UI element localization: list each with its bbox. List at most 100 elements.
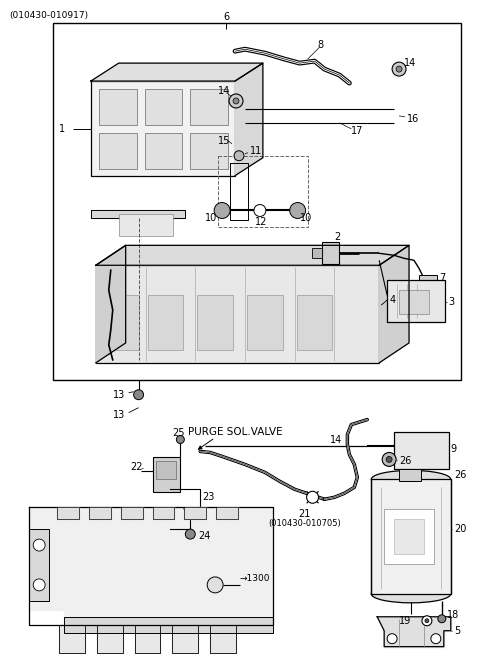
Text: 26: 26 bbox=[454, 470, 466, 480]
Text: 21: 21 bbox=[299, 509, 311, 519]
Polygon shape bbox=[235, 63, 263, 176]
Polygon shape bbox=[210, 625, 236, 652]
Bar bbox=[197, 295, 233, 350]
Polygon shape bbox=[379, 246, 409, 363]
Bar bbox=[53, 24, 461, 380]
Circle shape bbox=[425, 619, 429, 623]
Text: 14: 14 bbox=[329, 434, 342, 445]
Bar bbox=[399, 470, 421, 481]
Text: 1: 1 bbox=[59, 124, 65, 134]
Polygon shape bbox=[59, 625, 85, 652]
Circle shape bbox=[176, 436, 184, 443]
Text: 7: 7 bbox=[439, 273, 445, 283]
Text: 25: 25 bbox=[172, 428, 185, 438]
Text: 22: 22 bbox=[131, 462, 143, 472]
Bar bbox=[144, 89, 182, 125]
Text: 19: 19 bbox=[399, 616, 411, 626]
Bar bbox=[96, 265, 379, 363]
Bar bbox=[218, 156, 308, 227]
Circle shape bbox=[431, 633, 441, 644]
Text: 2: 2 bbox=[335, 233, 341, 242]
Text: PURGE SOL.VALVE: PURGE SOL.VALVE bbox=[188, 426, 283, 436]
Polygon shape bbox=[120, 507, 143, 519]
Text: 10: 10 bbox=[205, 214, 217, 223]
Circle shape bbox=[229, 94, 243, 108]
Text: 4: 4 bbox=[389, 295, 395, 305]
Circle shape bbox=[438, 615, 446, 623]
Polygon shape bbox=[153, 507, 174, 519]
Text: 16: 16 bbox=[407, 114, 419, 124]
Polygon shape bbox=[245, 109, 394, 123]
Circle shape bbox=[214, 202, 230, 219]
Polygon shape bbox=[172, 625, 198, 652]
Circle shape bbox=[422, 616, 432, 626]
Bar bbox=[103, 295, 139, 350]
Text: 26: 26 bbox=[399, 457, 411, 466]
Bar bbox=[384, 509, 434, 564]
Polygon shape bbox=[89, 507, 111, 519]
Polygon shape bbox=[184, 507, 206, 519]
Bar bbox=[153, 457, 180, 493]
Polygon shape bbox=[91, 210, 185, 219]
Bar bbox=[247, 295, 283, 350]
Text: 13: 13 bbox=[113, 390, 125, 400]
Ellipse shape bbox=[230, 159, 248, 166]
Bar bbox=[371, 479, 451, 594]
Circle shape bbox=[254, 204, 266, 216]
Circle shape bbox=[387, 633, 397, 644]
Text: →1300: →1300 bbox=[240, 574, 271, 584]
Text: (010430-010705): (010430-010705) bbox=[268, 519, 341, 528]
Text: 14: 14 bbox=[218, 86, 230, 96]
Bar bbox=[190, 89, 228, 125]
Text: (010430-010917): (010430-010917) bbox=[9, 11, 88, 20]
Text: 17: 17 bbox=[351, 126, 364, 136]
Text: 24: 24 bbox=[198, 531, 211, 541]
Bar bbox=[156, 461, 176, 479]
Polygon shape bbox=[134, 625, 160, 652]
Circle shape bbox=[386, 457, 392, 462]
Circle shape bbox=[185, 529, 195, 539]
Text: 20: 20 bbox=[454, 524, 466, 534]
Bar bbox=[394, 519, 424, 554]
Bar bbox=[312, 248, 322, 258]
Ellipse shape bbox=[371, 470, 451, 489]
Text: 11: 11 bbox=[250, 146, 262, 156]
Polygon shape bbox=[29, 507, 273, 625]
Polygon shape bbox=[91, 63, 263, 81]
Bar bbox=[322, 242, 339, 264]
Text: 10: 10 bbox=[300, 214, 312, 223]
Bar bbox=[29, 529, 49, 601]
Circle shape bbox=[382, 453, 396, 466]
Text: 13: 13 bbox=[113, 409, 125, 420]
Text: 18: 18 bbox=[447, 610, 459, 620]
Text: 9: 9 bbox=[451, 445, 457, 455]
Circle shape bbox=[233, 98, 239, 104]
Text: 14: 14 bbox=[404, 58, 416, 68]
Bar bbox=[119, 214, 173, 236]
Polygon shape bbox=[377, 617, 451, 646]
Text: 15: 15 bbox=[218, 136, 230, 146]
Bar bbox=[297, 295, 333, 350]
Bar bbox=[399, 290, 429, 314]
Bar bbox=[419, 275, 437, 289]
Polygon shape bbox=[97, 625, 123, 652]
Polygon shape bbox=[230, 162, 248, 221]
Text: 12: 12 bbox=[255, 217, 267, 227]
Bar bbox=[91, 81, 235, 176]
Text: 3: 3 bbox=[449, 297, 455, 307]
Polygon shape bbox=[96, 246, 409, 265]
Circle shape bbox=[133, 390, 144, 400]
Text: 6: 6 bbox=[223, 12, 229, 22]
Circle shape bbox=[290, 202, 306, 219]
Circle shape bbox=[33, 579, 45, 591]
Ellipse shape bbox=[240, 109, 250, 123]
Polygon shape bbox=[57, 507, 79, 519]
Circle shape bbox=[234, 151, 244, 160]
Bar bbox=[99, 89, 137, 125]
Bar bbox=[190, 133, 228, 169]
Polygon shape bbox=[96, 246, 126, 363]
Bar bbox=[394, 432, 449, 470]
Text: 8: 8 bbox=[318, 40, 324, 50]
Polygon shape bbox=[216, 507, 238, 519]
Ellipse shape bbox=[371, 585, 451, 603]
